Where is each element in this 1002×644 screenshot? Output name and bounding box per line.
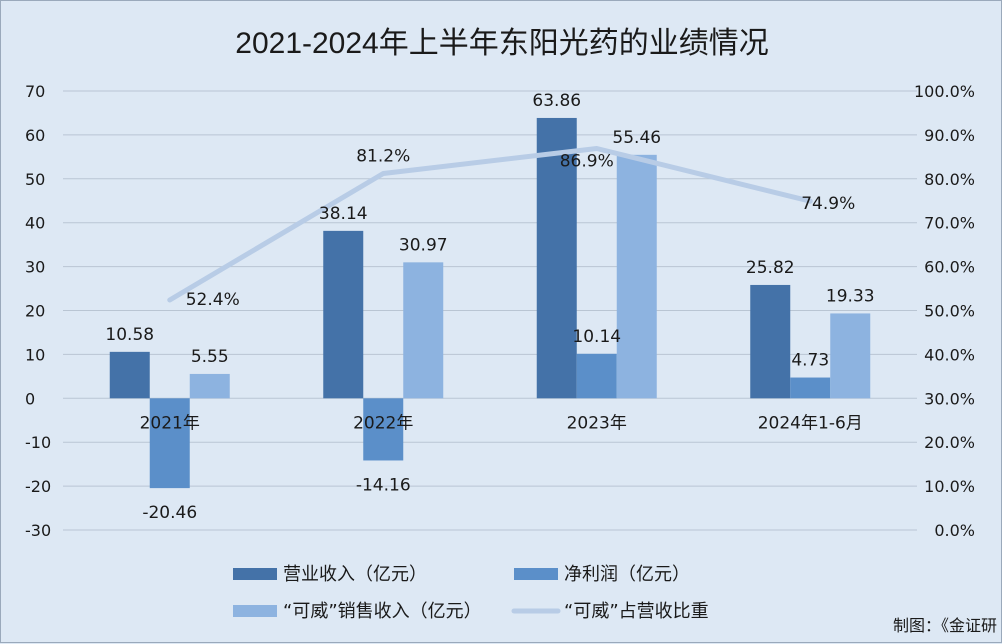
right-tick-label: 100.0% [914, 82, 975, 101]
right-tick-label: 20.0% [924, 433, 975, 452]
bar-2 [363, 398, 404, 461]
left-tick-label: 0 [25, 389, 35, 408]
legend: 营业收入（亿元） 净利润（亿元） “可威”销售收入（亿元） “可威”占营收比重 [233, 564, 709, 622]
bar-value-label: -14.16 [356, 475, 411, 495]
right-tick-label: 50.0% [924, 302, 975, 321]
left-tick-label: 30 [25, 258, 45, 277]
data-labels: 10.58 -20.46 5.55 38.14 -14.16 30.97 63.86 10.1… [105, 91, 874, 523]
bar-value-label: 4.73 [791, 351, 829, 371]
bar-value-label: 5.55 [191, 347, 229, 367]
left-tick-label: 40 [25, 214, 45, 233]
bar-value-label: 25.82 [746, 258, 795, 278]
right-tick-label: 60.0% [924, 258, 975, 277]
right-tick-label: 90.0% [924, 126, 975, 145]
bars [109, 117, 871, 489]
category-label: 2022年 [353, 413, 413, 433]
bar-value-label: 63.86 [532, 91, 581, 111]
credit-text: 制图：《金证研 [893, 616, 997, 635]
bar-1 [536, 117, 577, 399]
left-tick-label: 70 [25, 82, 45, 101]
bar-3 [189, 373, 230, 399]
left-axis-ticks: 70 60 50 40 30 20 10 0 -10 -20 -30 [25, 82, 51, 540]
left-tick-label: 10 [25, 345, 45, 364]
share-line [167, 146, 813, 303]
right-tick-label: 0.0% [934, 521, 975, 540]
right-tick-label: 80.0% [924, 170, 975, 189]
legend-label: 净利润（亿元） [564, 564, 690, 585]
left-tick-label: -10 [25, 433, 51, 452]
legend-label: “可威”占营收比重 [564, 601, 709, 622]
right-tick-label: 10.0% [924, 477, 975, 496]
bar-value-label: 30.97 [399, 235, 448, 255]
bar-1 [750, 284, 791, 399]
legend-swatch-1 [233, 568, 277, 580]
bar-2 [149, 398, 190, 489]
legend-swatch-3 [233, 605, 277, 617]
bar-value-label: 38.14 [319, 204, 368, 224]
right-tick-label: 70.0% [924, 214, 975, 233]
line-value-label: 52.4% [186, 290, 240, 310]
bar-3 [403, 262, 444, 399]
category-labels: 2021年 2022年 2023年 2024年1-6月 [140, 413, 863, 433]
legend-label: 营业收入（亿元） [283, 564, 427, 585]
bar-3 [616, 154, 657, 399]
bar-1 [109, 351, 150, 399]
line-value-label: 74.9% [801, 194, 855, 214]
bar-2 [576, 353, 617, 399]
legend-swatch-2 [514, 568, 558, 580]
bar-1 [323, 230, 364, 399]
bar-value-label: 19.33 [826, 286, 875, 306]
share-line-path [167, 146, 813, 303]
bar-2 [790, 377, 831, 399]
right-axis-ticks: 100.0% 90.0% 80.0% 70.0% 60.0% 50.0% 40.0% 30.0… [914, 82, 975, 540]
category-label: 2023年 [567, 413, 627, 433]
bar-value-label: 55.46 [612, 128, 661, 148]
bar-value-label: 10.58 [105, 325, 154, 345]
gridlines [63, 90, 917, 531]
category-label: 2021年 [140, 413, 200, 433]
line-value-label: 86.9% [560, 152, 614, 172]
bar-value-label: 10.14 [572, 327, 621, 347]
left-tick-label: 20 [25, 302, 45, 321]
left-tick-label: 50 [25, 170, 45, 189]
right-tick-label: 40.0% [924, 345, 975, 364]
bar-value-label: -20.46 [142, 503, 197, 523]
category-label: 2024年1-6月 [758, 413, 863, 433]
left-tick-label: -20 [25, 477, 51, 496]
bar-3 [830, 313, 871, 399]
chart-title: 2021-2024年上半年东阳光药的业绩情况 [235, 27, 768, 60]
left-tick-label: -30 [25, 521, 51, 540]
line-value-label: 81.2% [356, 147, 410, 167]
left-tick-label: 60 [25, 126, 45, 145]
legend-label: “可威”销售收入（亿元） [283, 601, 482, 622]
right-tick-label: 30.0% [924, 389, 975, 408]
